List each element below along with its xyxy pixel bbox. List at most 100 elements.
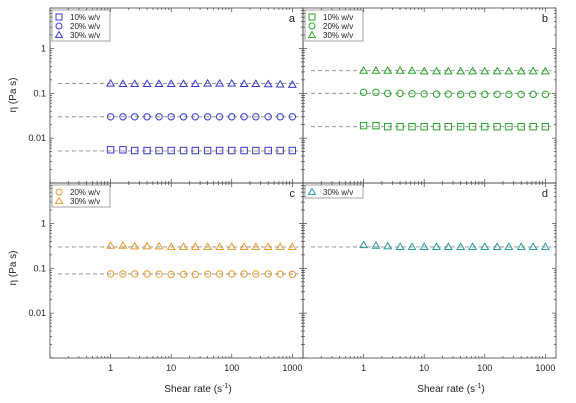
- x-tick-label: 1: [361, 363, 366, 373]
- data-point: [130, 270, 139, 278]
- data-point: [203, 146, 212, 155]
- legend-label: 20% w/v: [70, 188, 100, 197]
- data-point: [263, 79, 273, 88]
- data-point: [240, 113, 248, 121]
- data-point: [516, 66, 526, 75]
- data-point: [432, 123, 441, 131]
- data-point: [383, 66, 393, 74]
- data-point: [468, 66, 478, 75]
- data-point: [288, 113, 297, 121]
- panel-b: b 10% w/v20% w/v30% w/v: [302, 7, 557, 184]
- data-point: [540, 242, 550, 250]
- data-point: [517, 123, 525, 131]
- data-point: [541, 90, 550, 99]
- data-point: [179, 270, 188, 279]
- data-point: [359, 121, 368, 130]
- data-point: [517, 90, 525, 99]
- data-point: [203, 270, 212, 278]
- legend-label: 30% w/v: [323, 31, 353, 40]
- y-axis-label-bottom: η (Pa s): [8, 250, 19, 285]
- panel-letter: d: [542, 188, 548, 200]
- panel-frame: [302, 182, 557, 359]
- panel-letter: c: [290, 188, 296, 200]
- data-point: [263, 242, 273, 250]
- data-point: [371, 241, 381, 249]
- data-point: [106, 241, 116, 249]
- data-point: [167, 146, 175, 155]
- data-point: [203, 78, 213, 87]
- data-point: [287, 80, 297, 88]
- x-tick-label: 100: [477, 363, 492, 373]
- data-point: [239, 79, 249, 87]
- data-point: [130, 79, 140, 87]
- panel-c: 1 0.1 0.01 1 10 100 1000 c 20% w/v30% w/v: [28, 182, 304, 373]
- data-point: [143, 113, 151, 121]
- data-point: [275, 79, 285, 88]
- legend-label: 20% w/v: [70, 22, 100, 31]
- y-axis-label-top: η (Pa s): [8, 77, 19, 112]
- data-point: [155, 113, 163, 121]
- legend-marker: [307, 187, 317, 195]
- data-point: [190, 242, 200, 250]
- data-point: [481, 90, 489, 99]
- data-point: [371, 66, 381, 74]
- x-axis-label-right: Shear rate (s-1): [417, 383, 484, 395]
- data-point: [528, 242, 538, 250]
- data-point: [395, 242, 405, 250]
- data-point: [154, 79, 164, 87]
- legend-frame: [51, 184, 111, 208]
- panel-a: 1 0.1 0.01 a 10% w/v20% w/v30% w/v: [28, 7, 304, 184]
- y-tick-label: 1: [41, 43, 46, 53]
- legend-marker: [308, 13, 316, 21]
- data-point: [178, 79, 189, 87]
- data-point: [529, 123, 537, 131]
- data-point: [240, 270, 248, 278]
- data-point: [252, 113, 260, 121]
- data-point: [432, 90, 441, 98]
- data-point: [420, 123, 428, 131]
- data-point: [215, 270, 224, 278]
- data-point: [143, 146, 151, 155]
- legend-label: 30% w/v: [70, 31, 100, 40]
- x-tick-label: 100: [224, 363, 239, 373]
- data-point: [142, 79, 152, 87]
- data-point: [118, 241, 128, 249]
- panel-letter: a: [289, 13, 296, 25]
- data-point: [155, 146, 163, 155]
- data-point: [215, 78, 225, 87]
- data-point: [456, 90, 465, 99]
- x-tick-label: 10: [166, 363, 176, 373]
- data-point: [528, 66, 538, 75]
- data-point: [481, 123, 489, 131]
- data-point: [395, 66, 405, 74]
- legend-label: 30% w/v: [323, 188, 353, 197]
- data-point: [276, 113, 284, 121]
- panel-frame: [49, 182, 304, 359]
- data-point: [119, 270, 127, 278]
- data-point: [252, 146, 260, 155]
- data-point: [264, 113, 272, 121]
- legend-marker: [54, 30, 64, 38]
- data-point: [359, 66, 369, 74]
- x-tick-label: 10: [419, 363, 429, 373]
- data-point: [215, 113, 224, 121]
- data-point: [239, 242, 249, 250]
- data-point: [529, 90, 537, 99]
- legend-label: 20% w/v: [323, 22, 353, 31]
- data-point: [130, 146, 139, 155]
- y-tick-label: 1: [41, 218, 46, 228]
- data-point: [456, 66, 466, 75]
- data-point: [408, 90, 416, 98]
- x-tick-label: 1000: [535, 363, 555, 373]
- data-point: [456, 242, 466, 250]
- data-point: [191, 146, 199, 155]
- data-point: [167, 113, 175, 121]
- data-point: [106, 78, 116, 87]
- data-point: [179, 113, 188, 121]
- data-point: [287, 242, 297, 250]
- legend-frame: [304, 184, 364, 199]
- data-point: [228, 146, 236, 155]
- data-point: [468, 90, 477, 99]
- data-point: [420, 90, 428, 98]
